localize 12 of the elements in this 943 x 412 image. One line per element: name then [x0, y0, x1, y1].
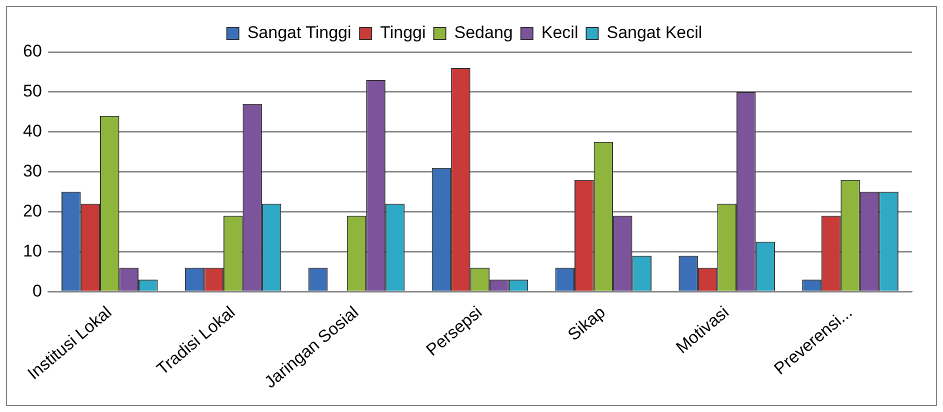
legend-label: Sangat Tinggi — [247, 23, 352, 42]
y-tick-label: 20 — [22, 201, 42, 220]
legend-label: Kecil — [541, 23, 578, 42]
legend-label: Sedang — [454, 23, 513, 42]
legend-label: Tinggi — [380, 23, 426, 42]
y-tick-label: 50 — [22, 82, 42, 101]
y-tick-label: 10 — [22, 241, 42, 260]
y-tick-label: 60 — [22, 42, 42, 61]
y-tick-label: 40 — [22, 122, 42, 141]
legend-label: Sangat Kecil — [606, 23, 702, 42]
y-tick-label: 30 — [22, 162, 42, 181]
y-tick-label: 0 — [32, 281, 42, 300]
